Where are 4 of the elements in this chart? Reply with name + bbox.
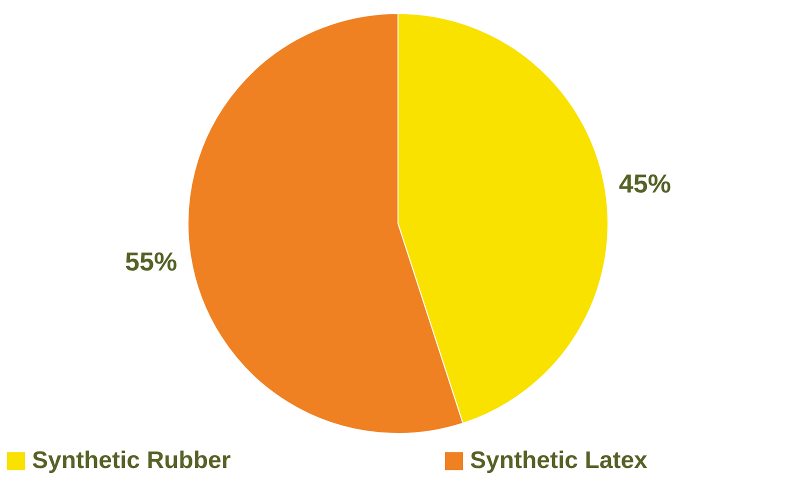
legend-label: Synthetic Rubber bbox=[32, 447, 231, 474]
legend-label: Synthetic Latex bbox=[470, 447, 648, 474]
data-label: 45% bbox=[618, 168, 671, 198]
data-label: 55% bbox=[125, 246, 178, 277]
